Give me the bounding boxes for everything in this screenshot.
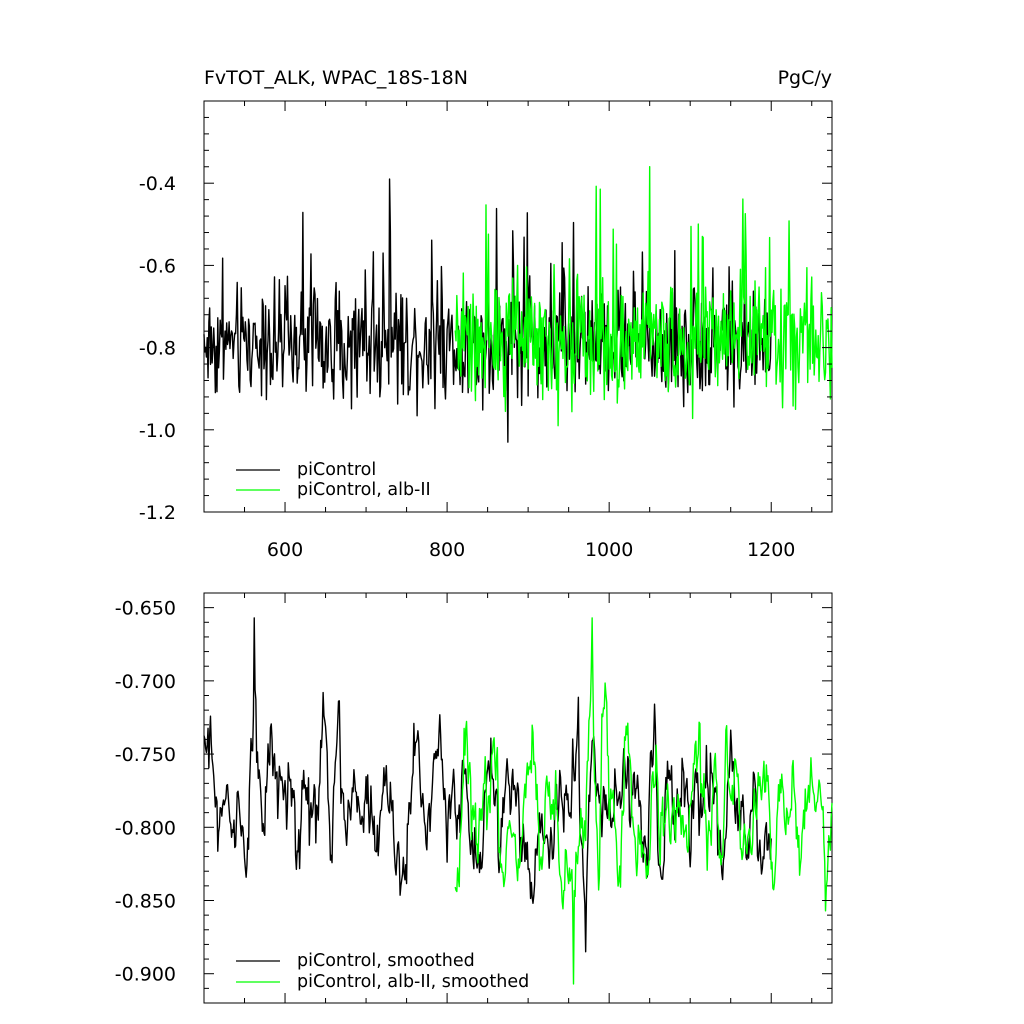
x-tick-label: 600 bbox=[267, 539, 303, 561]
y-tick-label: -0.800 bbox=[115, 817, 176, 839]
chart-title: FvTOT_ALK, WPAC_18S-18N bbox=[204, 67, 468, 89]
series-line-picontrol-alb-ii-smoothed bbox=[454, 617, 833, 985]
top-axis-ticks: 600 800 1000 1200 -1.2 -1.0 -0.8 -0.6 -0.4 bbox=[139, 100, 832, 561]
bottom-legend: piControl, smoothed piControl, alb-II, s… bbox=[236, 951, 529, 992]
top-panel: 600 800 1000 1200 -1.2 -1.0 -0.8 -0.6 -0.4 FvTOT… bbox=[139, 67, 833, 561]
y-tick-label: -0.700 bbox=[115, 671, 176, 693]
x-tick-label: 800 bbox=[429, 539, 465, 561]
y-tick-label: -1.2 bbox=[139, 502, 176, 524]
bottom-panel: -0.900 -0.850 -0.800 -0.750 -0.700 -0.650 piC… bbox=[115, 592, 833, 1004]
legend-label-alb-ii: piControl, alb-II bbox=[297, 480, 431, 500]
top-plot-frame bbox=[203, 100, 833, 513]
top-series-layer bbox=[203, 166, 833, 443]
y-tick-label: -0.4 bbox=[139, 173, 176, 195]
bottom-series-layer bbox=[203, 617, 833, 985]
series-line-picontrol-smoothed bbox=[203, 617, 772, 953]
legend-label-alb-ii-smoothed: piControl, alb-II, smoothed bbox=[297, 972, 529, 992]
y-tick-label: -0.8 bbox=[139, 338, 176, 360]
x-tick-label: 1000 bbox=[585, 539, 633, 561]
bottom-axis-ticks: -0.900 -0.850 -0.800 -0.750 -0.700 -0.650 bbox=[115, 592, 832, 1004]
top-legend: piControl piControl, alb-II bbox=[236, 460, 431, 500]
y-tick-label: -0.900 bbox=[115, 964, 176, 986]
y-tick-label: -0.6 bbox=[139, 255, 176, 277]
legend-label-picontrol-smoothed: piControl, smoothed bbox=[297, 951, 475, 971]
x-tick-label: 1200 bbox=[747, 539, 795, 561]
y-tick-label: -1.0 bbox=[139, 420, 176, 442]
legend-label-picontrol: piControl bbox=[297, 460, 376, 480]
y-tick-label: -0.650 bbox=[115, 598, 176, 620]
y-tick-label: -0.750 bbox=[115, 744, 176, 766]
y-tick-label: -0.850 bbox=[115, 891, 176, 913]
series-line-picontrol-alb-ii bbox=[454, 166, 833, 427]
units-label: PgC/y bbox=[778, 67, 832, 89]
